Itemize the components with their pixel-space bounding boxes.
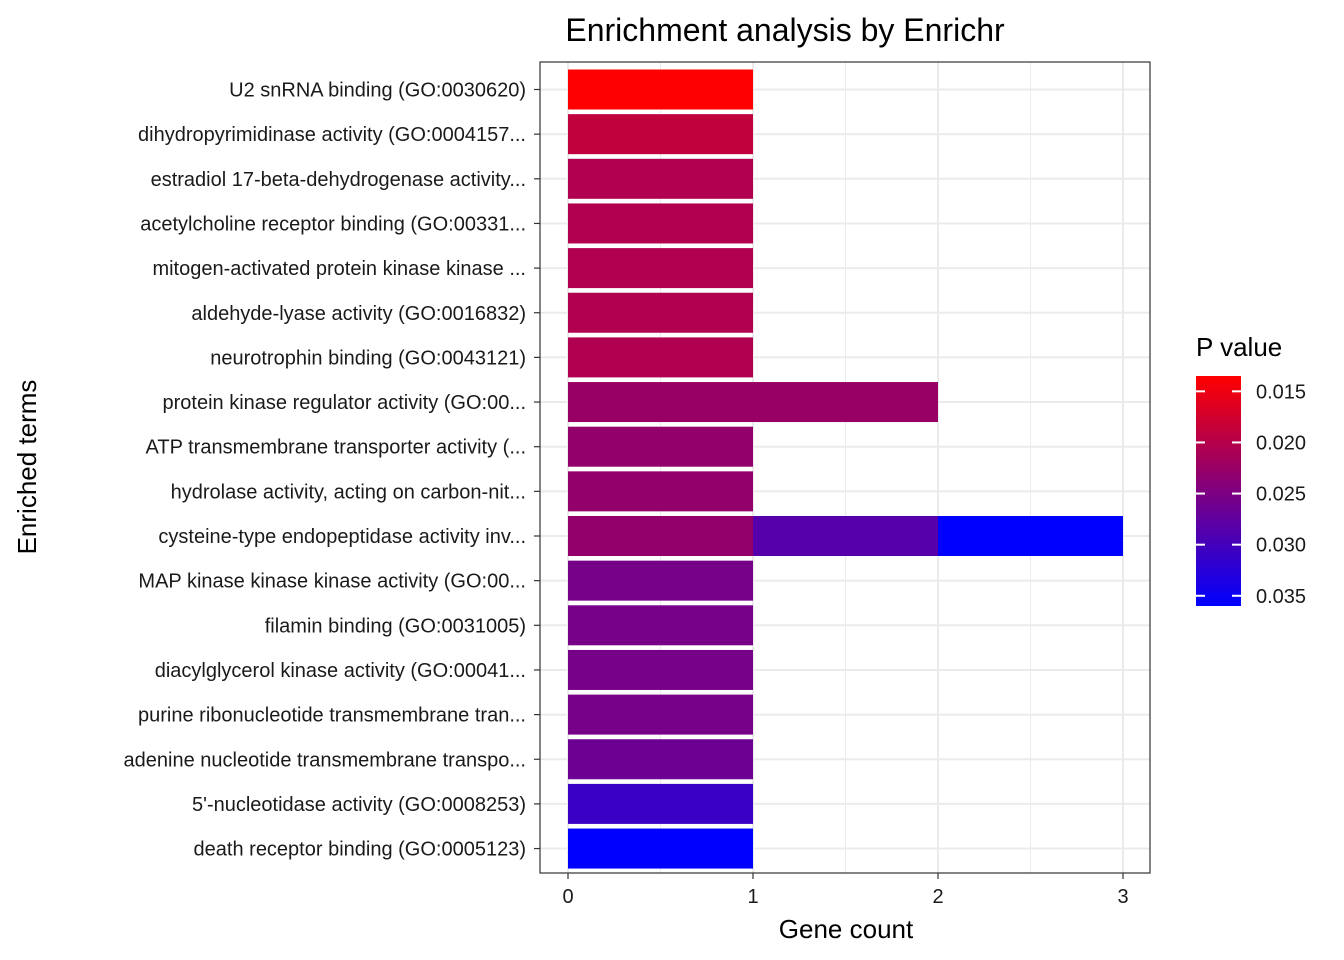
x-tick-label: 1: [747, 886, 758, 908]
y-tick-label: MAP kinase kinase kinase activity (GO:00…: [138, 571, 526, 593]
x-tick-label: 2: [932, 886, 943, 908]
bar-segment: [568, 426, 753, 467]
x-axis-title: Gene count: [779, 914, 914, 944]
x-tick-label: 3: [1117, 886, 1128, 908]
y-axis-title: Enriched terms: [12, 380, 42, 555]
y-tick-label: 5'-nucleotidase activity (GO:0008253): [192, 794, 526, 816]
y-tick-label: mitogen-activated protein kinase kinase …: [152, 258, 526, 280]
bar-segment: [568, 292, 753, 333]
legend-tick-label: 0.020: [1256, 432, 1306, 454]
bar-segment: [753, 516, 938, 556]
legend-title: P value: [1196, 332, 1282, 362]
legend-tick-label: 0.030: [1256, 535, 1306, 557]
y-axis-ticks: U2 snRNA binding (GO:0030620) dihydropyri…: [124, 80, 540, 861]
bar-segment: [568, 828, 753, 869]
bar-segment: [568, 114, 753, 155]
bar-segment: [568, 783, 753, 824]
y-tick-label: death receptor binding (GO:0005123): [194, 839, 526, 861]
bar-segment: [568, 516, 753, 556]
chart-title: Enrichment analysis by Enrichr: [565, 12, 1005, 48]
legend-tick-label: 0.035: [1256, 586, 1306, 608]
y-tick-label: aldehyde-lyase activity (GO:0016832): [191, 303, 526, 325]
y-tick-label: dihydropyrimidinase activity (GO:0004157…: [138, 124, 526, 146]
panel-border: [539, 61, 1151, 874]
y-tick-label: filamin binding (GO:0031005): [265, 615, 526, 637]
bar-segment: [568, 337, 753, 378]
bar-segment: [568, 560, 753, 601]
legend-colorbar: [1196, 376, 1241, 606]
legend-tick-label: 0.025: [1256, 484, 1306, 506]
y-tick-label: purine ribonucleotide transmembrane tran…: [138, 705, 526, 727]
x-tick-label: 0: [562, 886, 573, 908]
y-tick-label: hydrolase activity, acting on carbon-nit…: [171, 481, 526, 503]
bar-segment: [568, 69, 753, 110]
bar-segment: [753, 382, 938, 423]
bar-segment: [568, 471, 753, 512]
legend: P value 0.015 0.020 0.025 0.030 0.035: [1196, 332, 1306, 608]
bar-segment: [568, 739, 753, 780]
bar-segment: [568, 649, 753, 690]
y-tick-label: acetylcholine receptor binding (GO:00331…: [140, 213, 526, 235]
y-tick-label: estradiol 17-beta-dehydrogenase activity…: [151, 169, 526, 191]
y-tick-label: neurotrophin binding (GO:0043121): [210, 347, 526, 369]
bar-segment: [568, 694, 753, 735]
legend-tick-label: 0.015: [1256, 381, 1306, 403]
x-axis-ticks: 0 1 2 3: [562, 873, 1129, 908]
bar-segment: [568, 248, 753, 289]
bars: [568, 69, 1123, 869]
y-tick-label: protein kinase regulator activity (GO:00…: [163, 392, 527, 414]
y-tick-label: U2 snRNA binding (GO:0030620): [229, 80, 526, 102]
y-tick-label: diacylglycerol kinase activity (GO:00041…: [155, 660, 526, 682]
bar-segment: [938, 516, 1123, 556]
bar-segment: [568, 382, 753, 423]
legend-ticks: 0.015 0.020 0.025 0.030 0.035: [1196, 381, 1306, 608]
y-tick-label: adenine nucleotide transmembrane transpo…: [124, 749, 526, 771]
bar-segment: [568, 158, 753, 199]
y-tick-label: cysteine-type endopeptidase activity inv…: [158, 526, 526, 548]
bar-segment: [568, 203, 753, 244]
y-tick-label: ATP transmembrane transporter activity (…: [146, 437, 527, 459]
bar-segment: [568, 605, 753, 646]
